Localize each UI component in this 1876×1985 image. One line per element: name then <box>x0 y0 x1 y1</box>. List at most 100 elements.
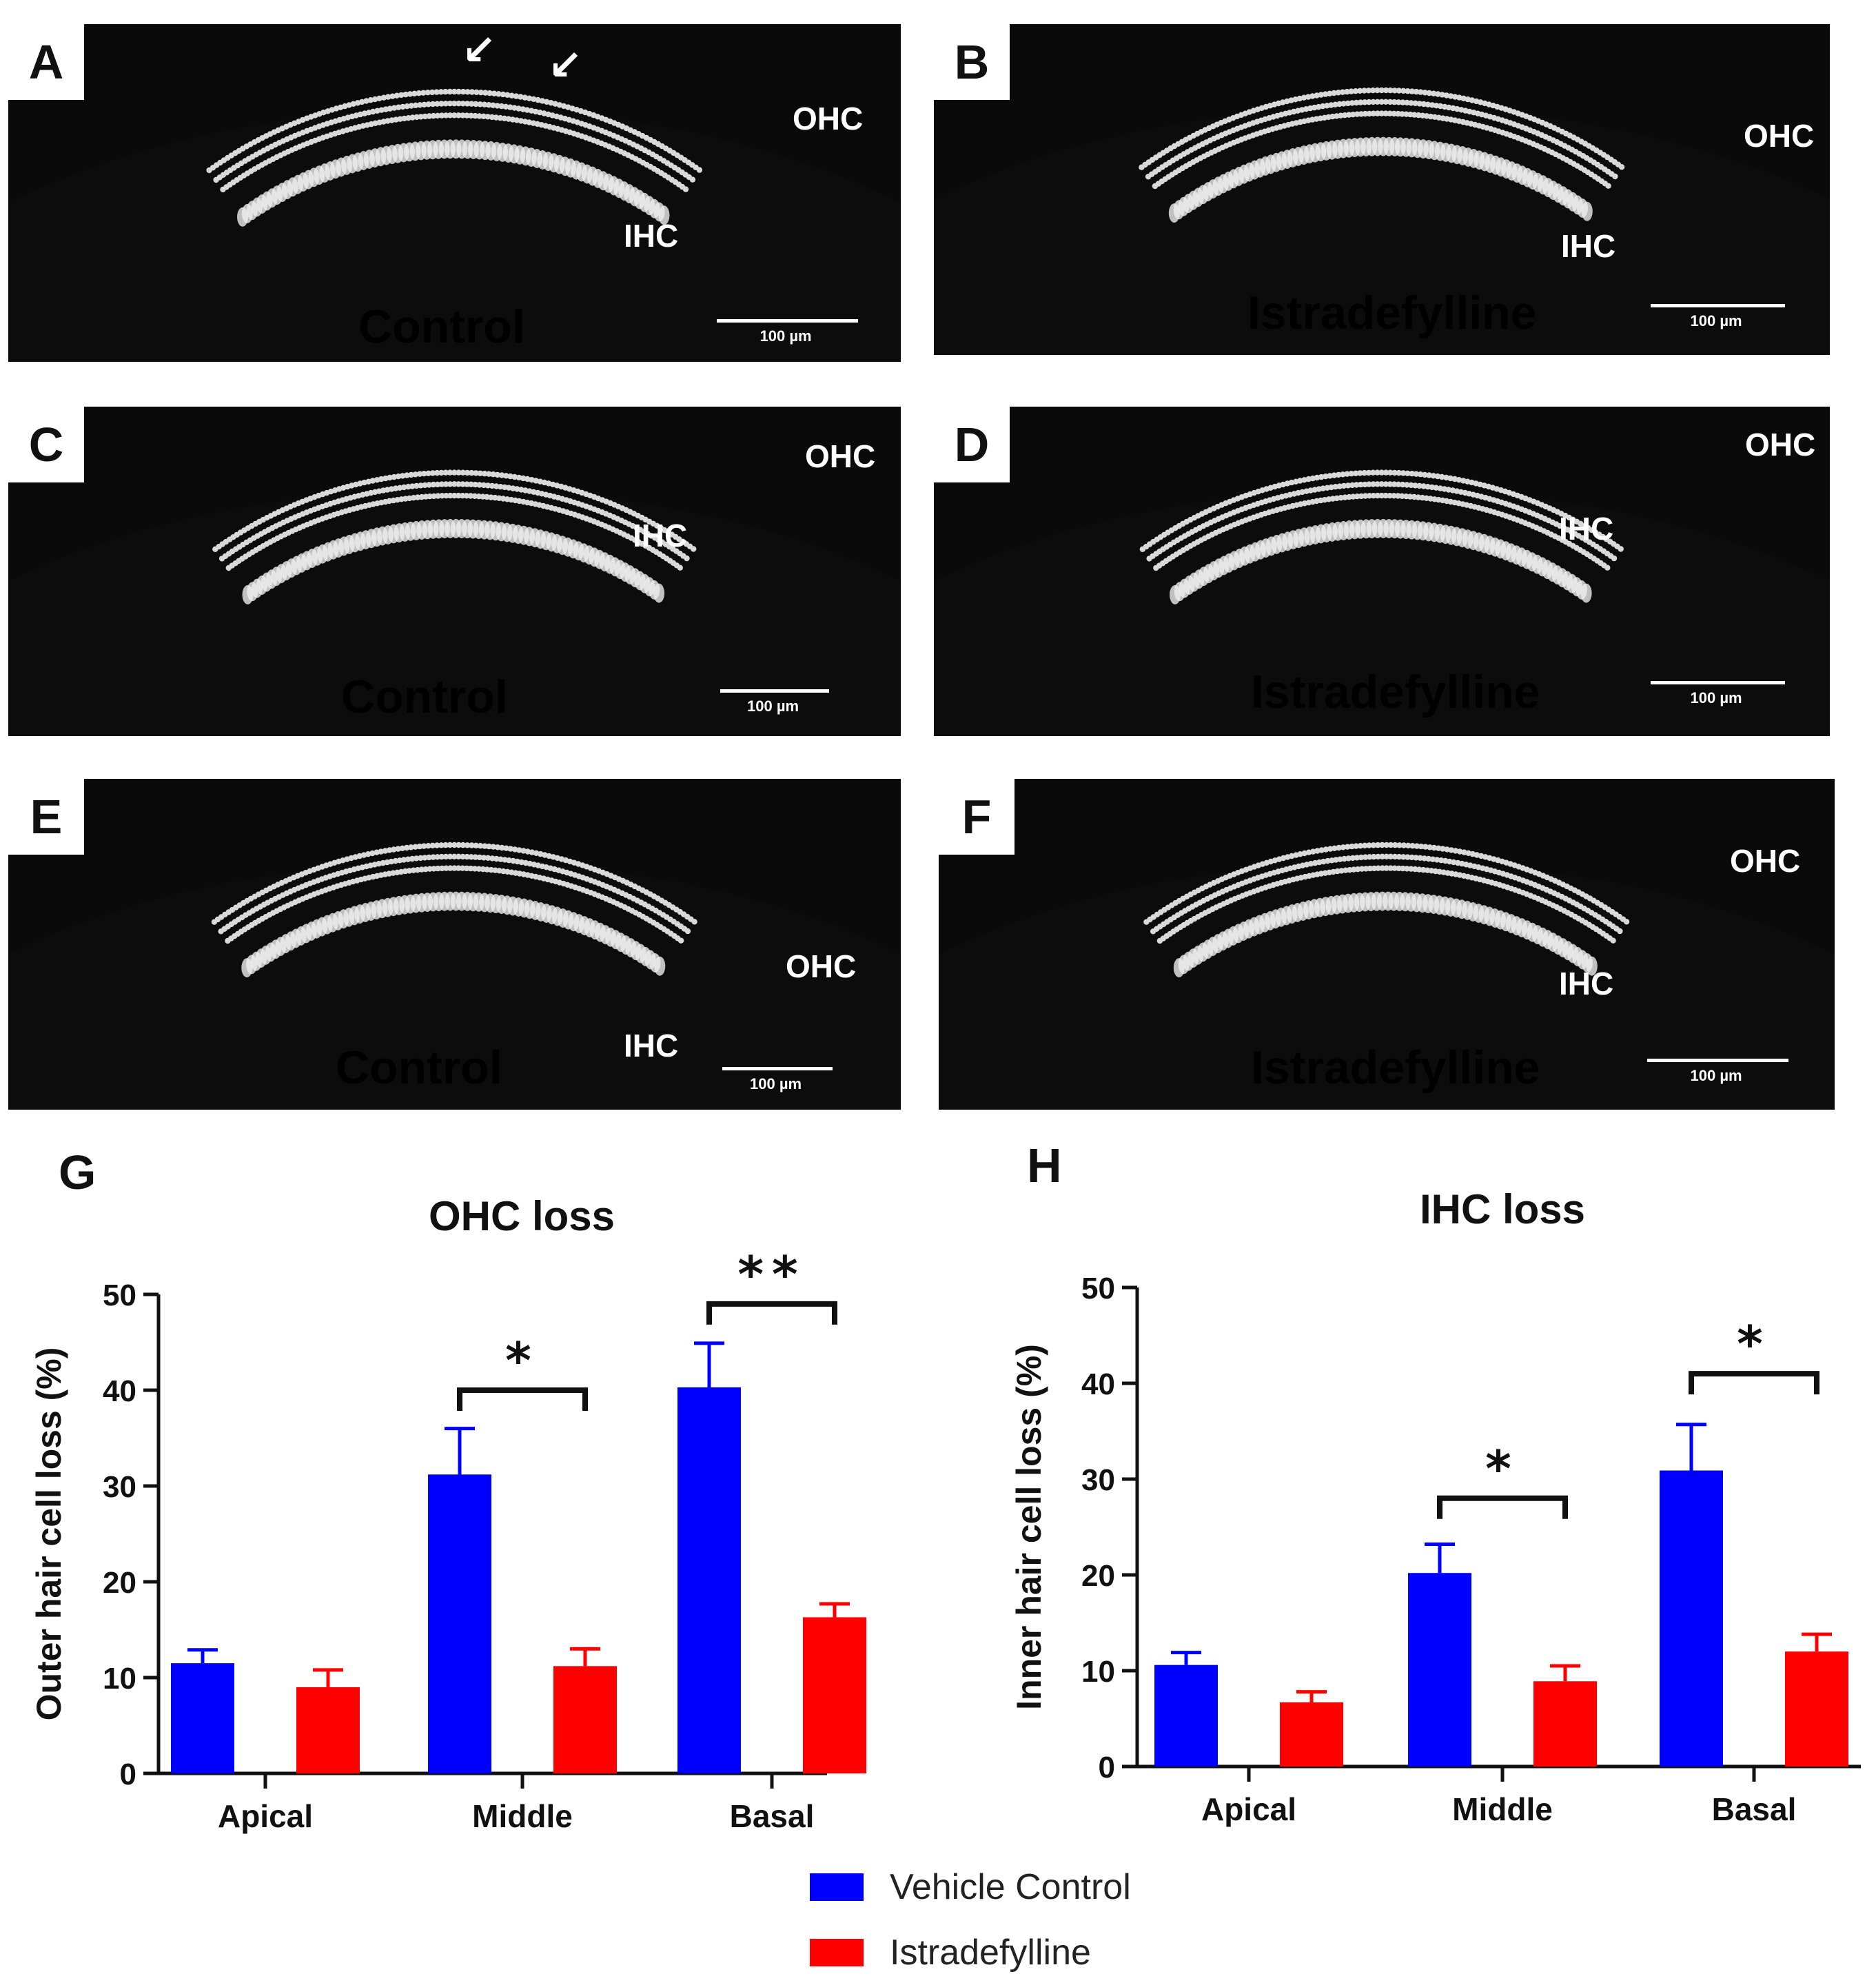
scale-bar <box>1651 681 1785 684</box>
bar-istradefylline <box>296 1687 360 1773</box>
bar-vehicle-control <box>171 1663 234 1773</box>
scale-bar <box>720 689 829 693</box>
y-tick-label: 40 <box>1081 1367 1115 1401</box>
fluorescence-image <box>934 24 1830 355</box>
ohc-label: OHC <box>786 948 857 984</box>
x-tick-label: Basal <box>1712 1791 1797 1827</box>
bar-istradefylline <box>553 1666 617 1773</box>
bar-vehicle-control <box>1408 1573 1471 1767</box>
scale-bar <box>1651 304 1785 307</box>
panel-letter: H <box>1027 1144 1062 1192</box>
chart-title: IHC loss <box>1420 1186 1585 1232</box>
bar-vehicle-control <box>1154 1665 1218 1767</box>
ihc-label: IHC <box>633 518 688 553</box>
significance-bracket <box>706 1301 837 1325</box>
ihc-label: IHC <box>1559 966 1614 1001</box>
bar-charts: G OHC loss Outer hair cell loss (%) 0 10 20 30… <box>30 1144 1861 1834</box>
x-tick-label: Basal <box>730 1798 815 1834</box>
scale-bar <box>722 1067 833 1070</box>
y-axis-label: Outer hair cell loss (%) <box>30 1347 68 1721</box>
significance-bracket <box>1437 1495 1568 1519</box>
condition-label: Control <box>358 301 525 353</box>
scale-bar-label: 100 µm <box>1690 1067 1742 1084</box>
fluorescence-image <box>8 407 901 736</box>
panel-letter: G <box>59 1146 96 1199</box>
scale-bar-label: 100 µm <box>747 698 799 715</box>
bar-vehicle-control <box>428 1474 491 1773</box>
significance-bracket <box>457 1387 588 1411</box>
bar-vehicle-control <box>677 1387 741 1773</box>
y-tick-label: 0 <box>120 1758 136 1791</box>
y-tick-label: 0 <box>1099 1751 1115 1784</box>
significance-label: * <box>505 1332 540 1390</box>
ohc-label: OHC <box>793 101 864 136</box>
ihc-label: IHC <box>624 218 679 254</box>
bar-istradefylline <box>1533 1681 1597 1767</box>
y-tick-label: 20 <box>1081 1559 1115 1593</box>
ihc-label: IHC <box>1561 228 1616 264</box>
bar-istradefylline <box>1280 1702 1343 1767</box>
legend-label: Vehicle Control <box>890 1866 1131 1907</box>
ihc-label: IHC <box>1559 511 1614 547</box>
y-tick-label: 10 <box>1081 1655 1115 1689</box>
panel-letter: D <box>934 407 1010 482</box>
significance-label: * <box>1485 1440 1520 1498</box>
y-tick-label: 30 <box>103 1470 136 1504</box>
y-tick-label: 10 <box>103 1662 136 1696</box>
panel-letter: E <box>8 779 84 855</box>
scale-bar-label: 100 µm <box>750 1075 802 1092</box>
panel-letter: B <box>934 24 1010 100</box>
y-tick-label: 40 <box>103 1374 136 1408</box>
y-tick-label: 30 <box>1081 1463 1115 1497</box>
arrow-icon: ↙ <box>548 42 583 88</box>
x-tick-label: Apical <box>1201 1791 1296 1827</box>
ohc-label: OHC <box>1745 427 1816 462</box>
bar-istradefylline <box>1785 1651 1848 1767</box>
legend-swatch-istradefylline <box>810 1938 864 1966</box>
condition-label: Control <box>336 1041 502 1094</box>
significance-label: ** <box>737 1245 806 1303</box>
chart-h: H IHC loss Inner hair cell loss (%) 0 10 20 30… <box>1010 1144 1861 1827</box>
x-tick-label: Middle <box>472 1798 573 1834</box>
chart-legend: Vehicle Control Istradefylline <box>810 1854 1131 1985</box>
micrograph-panel-d: D <box>934 407 1830 736</box>
fluorescence-image <box>8 24 901 362</box>
y-tick-label: 50 <box>1081 1272 1115 1305</box>
panel-letter: F <box>939 779 1015 855</box>
scale-bar-label: 100 µm <box>1690 312 1742 329</box>
legend-label: Istradefylline <box>890 1932 1091 1973</box>
ihc-label: IHC <box>624 1028 679 1063</box>
y-axis-label: Inner hair cell loss (%) <box>1010 1344 1048 1710</box>
scale-bar <box>717 319 858 323</box>
y-tick-label: 20 <box>103 1566 136 1600</box>
bar-vehicle-control <box>1660 1470 1723 1767</box>
significance-label: * <box>1737 1315 1771 1373</box>
micrograph-panel-e: E <box>8 779 901 1110</box>
panel-letter: C <box>8 407 84 482</box>
scale-bar-label: 100 µm <box>759 327 812 345</box>
chart-title: OHC loss <box>429 1193 615 1239</box>
bar-istradefylline <box>803 1617 866 1773</box>
micrograph-panel-a: A <box>8 24 901 362</box>
condition-label: Control <box>341 671 508 723</box>
fluorescence-image <box>934 407 1830 736</box>
y-tick-label: 50 <box>103 1279 136 1312</box>
ohc-label: OHC <box>1744 118 1815 154</box>
legend-item-vehicle-control: Vehicle Control <box>810 1854 1131 1920</box>
scale-bar-label: 100 µm <box>1690 689 1742 706</box>
legend-item-istradefylline: Istradefylline <box>810 1920 1131 1985</box>
condition-label: Istradefylline <box>1247 287 1537 339</box>
micrograph-panel-f: F <box>939 779 1835 1110</box>
chart-g: G OHC loss Outer hair cell loss (%) 0 10 20 30… <box>30 1146 866 1834</box>
panel-letter: A <box>8 24 84 100</box>
legend-swatch-vehicle <box>810 1873 864 1901</box>
fluorescence-image <box>8 779 901 1110</box>
condition-label: Istradefylline <box>1251 1041 1540 1094</box>
x-tick-label: Apical <box>218 1798 313 1834</box>
arrow-icon: ↙ <box>462 27 497 73</box>
ohc-label: OHC <box>1730 843 1801 879</box>
significance-bracket <box>1689 1371 1819 1395</box>
ohc-label: OHC <box>805 438 876 474</box>
scale-bar <box>1647 1059 1788 1062</box>
x-tick-label: Middle <box>1452 1791 1553 1827</box>
